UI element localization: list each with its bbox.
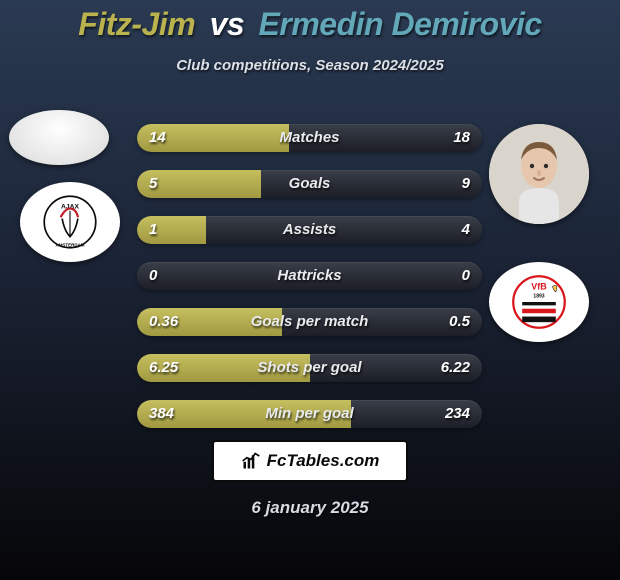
stat-value-right: 0.5: [449, 308, 470, 336]
stat-value-right: 0: [462, 262, 470, 290]
stat-value-right: 234: [445, 400, 470, 428]
source-badge-label: FcTables.com: [267, 451, 380, 471]
stat-bar-left: [137, 400, 351, 428]
stat-bar-left: [137, 216, 206, 244]
stat-row: 0.360.5Goals per match: [137, 308, 482, 336]
vfb-stuttgart-crest: VfB 1893: [489, 262, 589, 342]
chart-icon: [241, 451, 261, 471]
ajax-crest: AJAX AMSTERDAM: [20, 182, 120, 262]
player2-name: Ermedin Demirovic: [259, 6, 542, 42]
svg-text:VfB: VfB: [531, 282, 547, 292]
player1-name: Fitz-Jim: [78, 6, 195, 42]
stat-bar-left: [137, 170, 261, 198]
stat-row: 1418Matches: [137, 124, 482, 152]
stat-bar-left: [137, 308, 282, 336]
stat-value-right: 6.22: [441, 354, 470, 382]
player1-photo: [9, 110, 109, 165]
stat-row: 6.256.22Shots per goal: [137, 354, 482, 382]
comparison-title: Fitz-Jim vs Ermedin Demirovic: [0, 0, 620, 43]
stat-label: Hattricks: [137, 262, 482, 290]
stat-value-right: 18: [453, 124, 470, 152]
svg-text:AMSTERDAM: AMSTERDAM: [55, 243, 84, 248]
stat-row: 0 0Hattricks: [137, 262, 482, 290]
stat-row: 14Assists: [137, 216, 482, 244]
stat-value-right: 4: [462, 216, 470, 244]
stat-bar-left: [137, 124, 289, 152]
stat-row: 384234Min per goal: [137, 400, 482, 428]
stat-value-right: 9: [462, 170, 470, 198]
date-text: 6 january 2025: [0, 498, 620, 518]
subtitle: Club competitions, Season 2024/2025: [0, 57, 620, 74]
stat-bar-left: [137, 354, 310, 382]
stat-value-left: 0: [149, 262, 157, 290]
source-badge: FcTables.com: [212, 440, 408, 482]
versus-text: vs: [210, 6, 245, 42]
stat-bars: 1418Matches 59Goals 14Assists 0 0Hattricks 0.…: [137, 124, 482, 446]
stat-row: 59Goals: [137, 170, 482, 198]
svg-text:1893: 1893: [533, 294, 544, 300]
player2-photo: [489, 124, 589, 224]
